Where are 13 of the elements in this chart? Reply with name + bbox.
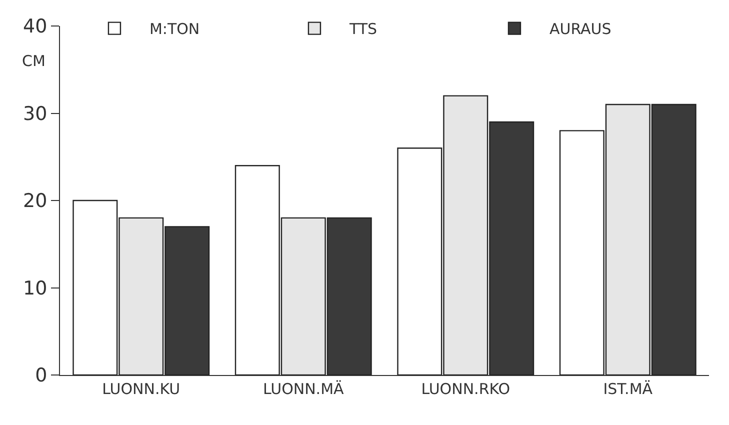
- legend-label: M:TON: [149, 20, 200, 38]
- x-tick-label: IST.MÄ: [603, 380, 654, 398]
- y-tick-label: 20: [23, 190, 48, 212]
- y-tick-label: 10: [23, 277, 48, 300]
- legend-label: AURAUS: [549, 20, 612, 38]
- y-tick-label: 40: [23, 16, 48, 38]
- y-tick-label: 30: [23, 102, 48, 125]
- x-tick-label: LUONN.MÄ: [262, 380, 345, 398]
- x-tick-label: LUONN.KU: [102, 380, 180, 398]
- y-tick-label: 0: [35, 364, 48, 387]
- legend-label: TTS: [348, 20, 378, 38]
- x-tick-label: LUONN.RKO: [421, 380, 510, 398]
- y-axis-title: CM: [22, 52, 46, 70]
